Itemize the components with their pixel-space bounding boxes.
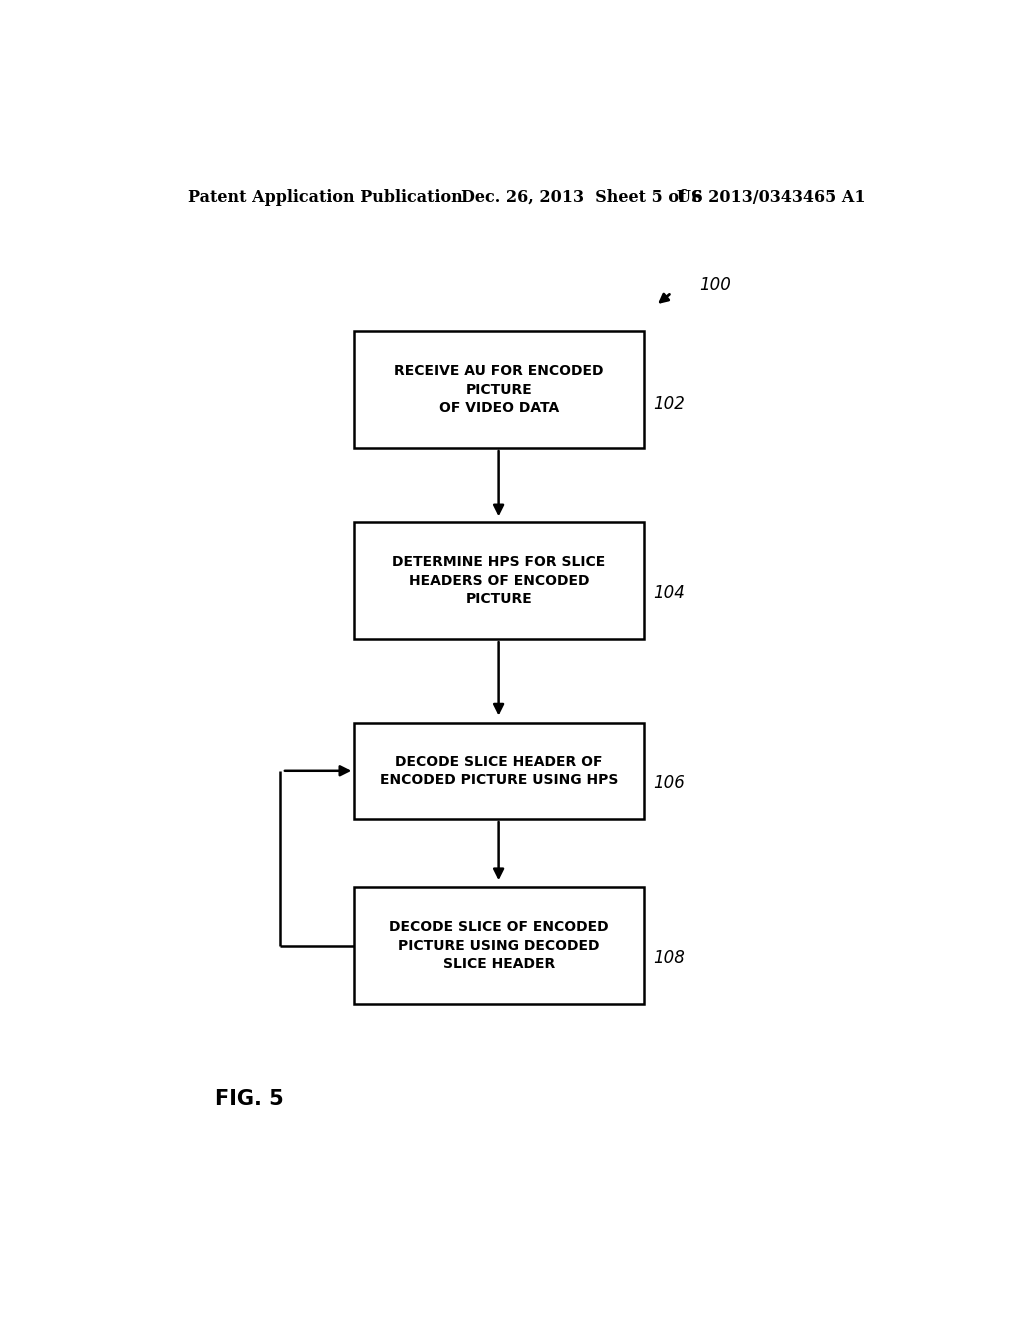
Text: 108: 108 [653, 949, 685, 968]
Text: 106: 106 [653, 775, 685, 792]
Text: DECODE SLICE HEADER OF
ENCODED PICTURE USING HPS: DECODE SLICE HEADER OF ENCODED PICTURE U… [380, 755, 618, 787]
Text: US 2013/0343465 A1: US 2013/0343465 A1 [678, 189, 866, 206]
Bar [354, 523, 644, 639]
Bar [354, 722, 644, 818]
Text: 102: 102 [653, 396, 685, 413]
Text: Patent Application Publication: Patent Application Publication [187, 189, 462, 206]
Text: 100: 100 [699, 276, 731, 294]
Text: DECODE SLICE OF ENCODED
PICTURE USING DECODED
SLICE HEADER: DECODE SLICE OF ENCODED PICTURE USING DE… [389, 920, 609, 972]
Text: 104: 104 [653, 585, 685, 602]
Text: FIG. 5: FIG. 5 [215, 1089, 284, 1109]
Text: DETERMINE HPS FOR SLICE
HEADERS OF ENCODED
PICTURE: DETERMINE HPS FOR SLICE HEADERS OF ENCOD… [392, 556, 605, 606]
Text: Dec. 26, 2013  Sheet 5 of 6: Dec. 26, 2013 Sheet 5 of 6 [461, 189, 702, 206]
Text: RECEIVE AU FOR ENCODED
PICTURE
OF VIDEO DATA: RECEIVE AU FOR ENCODED PICTURE OF VIDEO … [394, 364, 604, 414]
Bar [354, 331, 644, 447]
Bar [354, 887, 644, 1005]
